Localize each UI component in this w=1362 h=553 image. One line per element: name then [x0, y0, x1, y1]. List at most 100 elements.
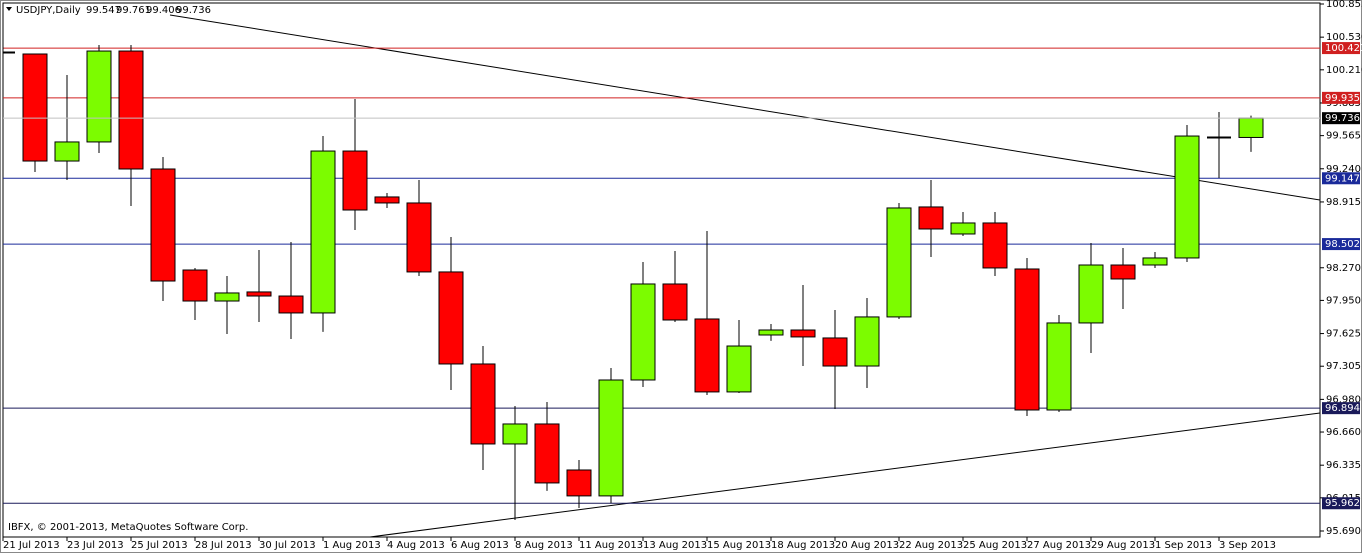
x-tick-label: 22 Aug 2013 [899, 540, 963, 551]
candle-body [1110, 264, 1136, 280]
y-tick-label: 99.565 [1326, 131, 1361, 142]
y-tick-label: 97.625 [1326, 329, 1361, 340]
candle-body [726, 345, 752, 393]
x-tick-label: 20 Aug 2013 [835, 540, 899, 551]
candle-body [246, 291, 272, 297]
x-tick-label: 8 Aug 2013 [515, 540, 573, 551]
x-tick-label: 29 Aug 2013 [1091, 540, 1155, 551]
level-label-text: 98.502 [1325, 239, 1360, 250]
candle-body [662, 283, 688, 321]
candle-body [694, 318, 720, 393]
x-tick-label: 21 Jul 2013 [3, 540, 60, 551]
candle-body [278, 295, 304, 314]
candle-body [1014, 268, 1040, 411]
candle-body [822, 337, 848, 367]
level-label-text: 95.962 [1325, 498, 1360, 509]
candle-body [438, 271, 464, 365]
y-tick-label: 100.530 [1326, 32, 1362, 43]
candle-body [1238, 117, 1264, 138]
level-label-bg [1322, 91, 1360, 104]
level-label: 100.423 [1322, 42, 1362, 55]
last-price-label: 99.736 [1322, 112, 1360, 125]
y-tick-label: 97.305 [1326, 361, 1361, 372]
x-tick-label: 11 Aug 2013 [579, 540, 643, 551]
symbol: USDJPY,Daily [16, 5, 81, 16]
candle-body [86, 50, 112, 143]
level-label-bg [1322, 42, 1360, 55]
x-tick-label: 6 Aug 2013 [451, 540, 509, 551]
candle-body [182, 269, 208, 302]
level-label: 99.147 [1322, 172, 1360, 185]
candle-body [470, 363, 496, 445]
candle-body [982, 222, 1008, 269]
level-label: 96.894 [1322, 402, 1360, 415]
level-label-text: 99.935 [1325, 93, 1360, 104]
x-tick-label: 1 Sep 2013 [1155, 540, 1212, 551]
candle-body [118, 50, 144, 170]
x-tick-label: 25 Jul 2013 [131, 540, 188, 551]
x-tick-label: 25 Aug 2013 [963, 540, 1027, 551]
trend-line [369, 412, 1320, 537]
candle-body [566, 469, 592, 497]
candle-body [790, 329, 816, 338]
level-label-bg [1322, 402, 1360, 415]
candle-body [342, 150, 368, 211]
level-label-bg [1322, 172, 1360, 185]
level-label-text: 96.894 [1325, 403, 1360, 414]
last-price-text: 99.736 [1325, 113, 1360, 124]
y-tick-label: 100.210 [1326, 65, 1362, 76]
y-tick-label: 96.335 [1326, 460, 1361, 471]
footer: IBFX, © 2001-2013, MetaQuotes Software C… [8, 522, 248, 533]
y-tick-label: 98.270 [1326, 263, 1361, 274]
header-close: 99.736 [176, 5, 211, 16]
level-label-bg [1322, 497, 1360, 510]
header-high: 99.761 [116, 5, 151, 16]
level-label-text: 100.423 [1325, 43, 1362, 54]
candle-body [1174, 135, 1200, 259]
candle-body [1046, 322, 1072, 411]
level-label: 98.502 [1322, 238, 1360, 251]
candle-body [214, 292, 240, 302]
level-label: 95.962 [1322, 497, 1360, 510]
candle-body [918, 206, 944, 230]
candle-body [886, 207, 912, 318]
x-tick-label: 30 Jul 2013 [259, 540, 316, 551]
trend-line [169, 14, 1320, 201]
candle-body [758, 329, 784, 336]
candle-body [22, 53, 48, 162]
y-tick-label: 96.660 [1326, 427, 1361, 438]
x-tick-label: 23 Jul 2013 [67, 540, 124, 551]
candle-body [374, 196, 400, 204]
plot-area [3, 14, 1320, 537]
x-tick-label: 18 Aug 2013 [771, 540, 835, 551]
y-tick-label: 100.855 [1326, 0, 1362, 10]
header: USDJPY,Daily 99.547 99.761 99.406 99.736 [6, 5, 211, 16]
candle-body [854, 316, 880, 367]
x-tick-label: 1 Aug 2013 [323, 540, 381, 551]
y-tick-label: 96.980 [1326, 394, 1361, 405]
x-tick-label: 4 Aug 2013 [387, 540, 445, 551]
y-tick-label: 95.690 [1326, 526, 1361, 537]
candle-body [406, 202, 432, 273]
candle-body [502, 423, 528, 445]
candle-body [54, 141, 80, 162]
header-low: 99.406 [146, 5, 181, 16]
candle-body [598, 379, 624, 497]
candle-body [1142, 257, 1168, 266]
candle-body [534, 423, 560, 484]
candle-body [150, 168, 176, 282]
candle-body [310, 150, 336, 314]
candle-body [1078, 264, 1104, 324]
candle-body [950, 222, 976, 235]
header-arrow [6, 7, 12, 11]
level-label-text: 99.147 [1325, 173, 1360, 184]
x-tick-label: 3 Sep 2013 [1219, 540, 1276, 551]
x-tick-label: 15 Aug 2013 [707, 540, 771, 551]
y-tick-label: 99.240 [1326, 164, 1361, 175]
x-tick-label: 13 Aug 2013 [643, 540, 707, 551]
candle-body [630, 283, 656, 381]
y-tick-label: 97.950 [1326, 295, 1361, 306]
header-open: 99.547 [86, 5, 121, 16]
level-label: 99.935 [1322, 91, 1360, 104]
